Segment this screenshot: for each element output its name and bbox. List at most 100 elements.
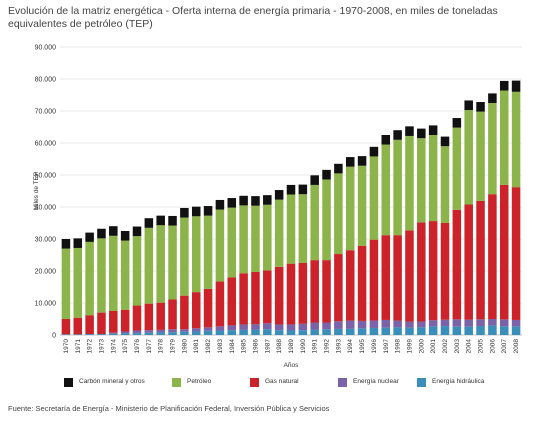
bar-segment-5 [61,239,71,249]
bar-segment-5 [405,126,414,136]
bar-segment-3 [61,319,71,335]
x-tick-label: 1997 [383,339,390,354]
bar-segment-4 [357,165,367,246]
bar-segment-3 [499,184,509,320]
bar-segment-3 [85,315,94,335]
x-tick-label: 1983 [217,339,224,354]
bar-segment-4 [274,199,284,267]
x-tick-label: 1985 [241,339,248,354]
x-tick-label: 1996 [371,339,378,354]
bar-segment-5 [357,156,367,166]
bar-segment-1 [405,327,414,335]
bar-segment-4 [156,225,165,303]
bar-segment-2 [203,327,213,331]
bar-segment-4 [239,205,248,274]
bar-segment-1 [203,330,213,335]
bar-segment-1 [298,330,308,335]
legend-label: Gas natural [265,378,299,385]
x-tick-label: 1994 [347,339,354,354]
bar-segment-4 [464,110,473,205]
bar-segment-5 [499,80,509,91]
bar-segment-5 [168,215,177,226]
x-tick-label: 1987 [264,339,271,354]
bar-segment-3 [251,271,260,325]
bar-segment-5 [310,175,319,185]
bar-segment-4 [109,235,118,311]
y-axis-label: Miles de TEP [33,172,40,211]
bar-segment-5 [393,130,402,140]
x-tick-label: 1984 [229,339,236,354]
bar-segment-2 [132,330,142,334]
x-tick-label: 2004 [466,339,473,354]
y-tick-label: 0 [52,333,56,340]
bar-segment-2 [227,325,237,331]
bar-segment-4 [97,238,106,313]
bar-segment-3 [180,295,189,330]
bar-segment-1 [452,326,462,335]
bar-segment-2 [191,328,201,332]
y-tick-label: 20.000 [35,269,57,276]
bar-segment-3 [156,302,165,330]
bar-segment-1 [73,334,83,335]
bar-segment-5 [488,93,497,103]
bar-segment-5 [109,226,118,236]
bar-segment-4 [73,247,83,318]
bar-segment-2 [156,329,165,333]
bar-segment-1 [428,326,438,335]
x-tick-label: 1992 [324,339,331,354]
x-tick-label: 1974 [110,339,117,354]
bar-segment-2 [310,322,319,330]
bar-segment-1 [322,329,331,335]
bar-segment-1 [97,334,106,335]
bar-segment-2 [357,320,367,329]
x-tick-label: 2007 [501,339,508,354]
bar-segment-2 [499,319,509,327]
y-tick-label: 40.000 [35,205,57,212]
legend-swatch [338,377,347,387]
bar-segment-3 [322,260,331,323]
bar-segment-4 [452,127,462,210]
bar-segment-2 [215,326,225,331]
x-tick-label: 2000 [418,339,425,354]
bar-segment-5 [286,184,296,195]
bar-segment-1 [393,327,402,335]
bar-segment-1 [334,328,343,335]
chart-title: Evolución de la matriz energética - Ofer… [8,5,498,30]
bar-segment-2 [369,320,379,328]
legend: Carbón mineral y otros Petróleo Gas natura… [62,376,532,388]
bar-segment-3 [215,281,225,327]
bar-segment-3 [393,235,402,321]
bar-segment-1 [156,332,165,335]
bar-segment-4 [393,139,402,236]
x-tick-label: 1980 [181,339,188,354]
bar-segment-3 [168,299,177,330]
x-tick-label: 1978 [158,339,165,354]
x-tick-label: 1991 [312,339,319,354]
bar-segment-2 [109,332,118,334]
bar-segment-1 [61,334,71,335]
bar-segment-2 [452,319,462,327]
bar-segment-3 [334,254,343,322]
bar-segment-5 [511,80,521,92]
bar-segment-1 [345,328,355,335]
bar-segment-3 [357,245,367,321]
x-tick-label: 1977 [146,339,153,354]
bar-segment-1 [227,330,237,335]
bar-segment-5 [464,100,473,111]
legend-label: Energía hidráulica [432,378,485,385]
bar-segment-2 [381,319,391,328]
x-tick-label: 1993 [335,339,342,354]
bar-segment-2 [168,329,177,333]
bar-segment-5 [274,190,284,200]
y-tick-label: 50.000 [35,173,57,180]
bar-segment-1 [120,333,130,335]
x-tick-label: 1986 [252,339,259,354]
bar-segment-2 [464,319,473,327]
bar-segment-5 [381,135,391,145]
bar-segment-5 [120,231,130,241]
bar-segment-4 [168,225,177,300]
x-tick-label: 1998 [395,339,402,354]
bar-segment-5 [334,163,343,174]
bar-segment-4 [310,184,319,261]
